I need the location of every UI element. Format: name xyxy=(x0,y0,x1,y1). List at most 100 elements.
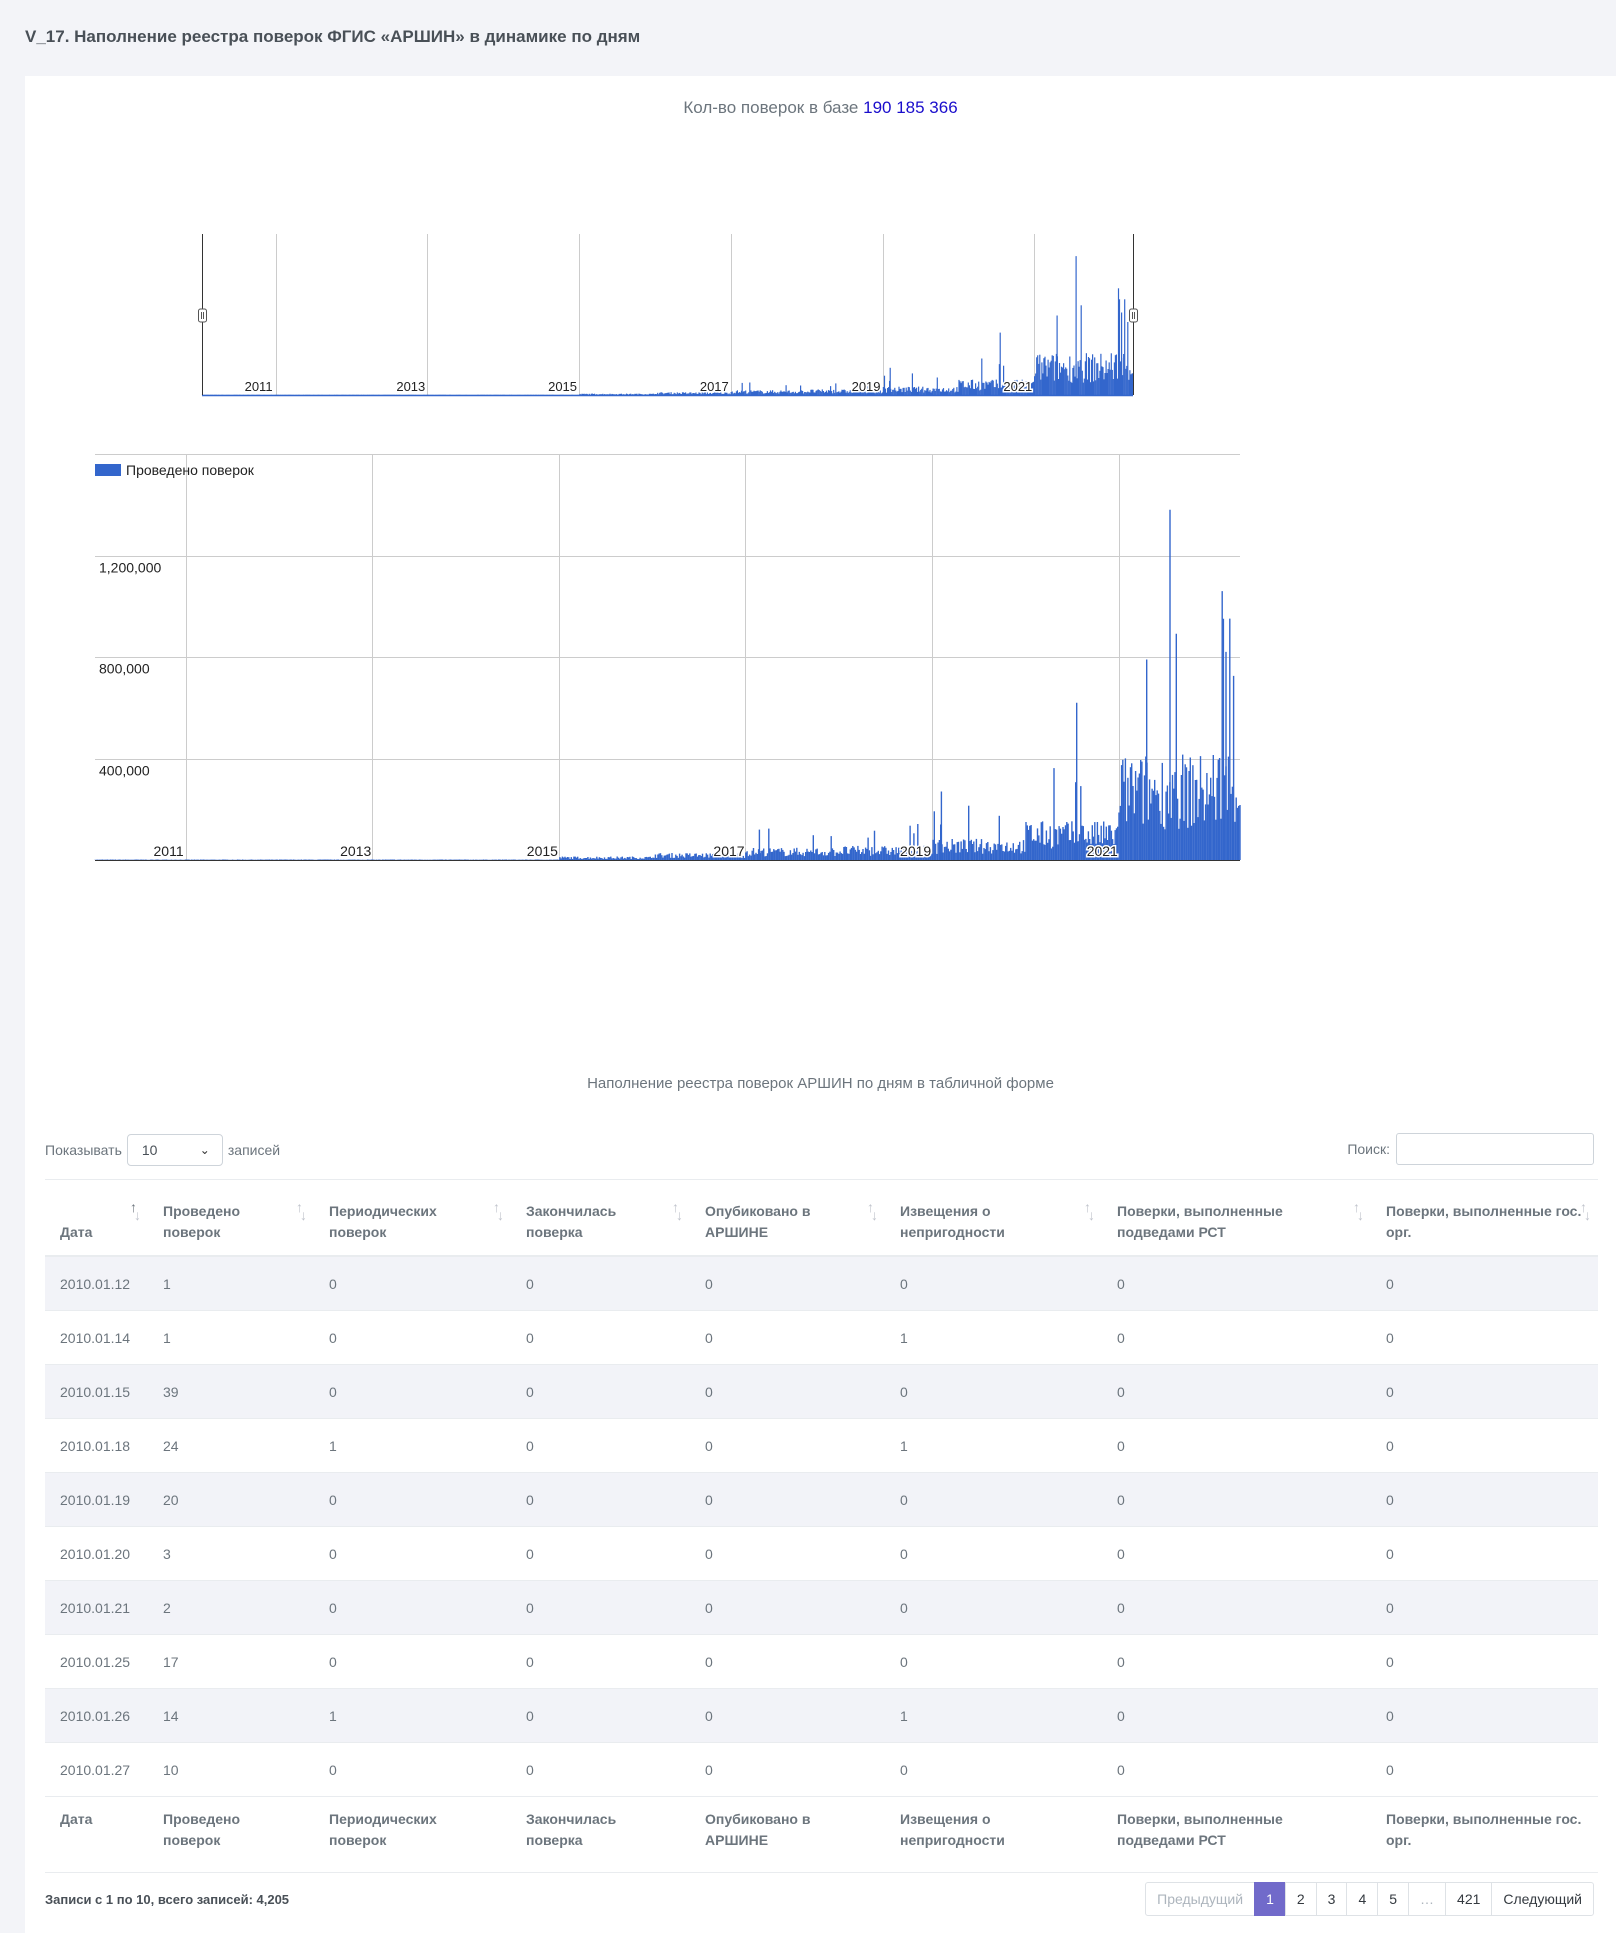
nav-handle-right[interactable] xyxy=(1129,308,1138,323)
search-input[interactable] xyxy=(1396,1133,1594,1165)
column-header-expired[interactable]: Закончилась поверка ↑↓ xyxy=(511,1179,690,1257)
table-cell: 0 xyxy=(511,1688,690,1743)
table-cell: 0 xyxy=(1371,1418,1598,1473)
table-cell: 0 xyxy=(690,1526,885,1581)
table-cell: 0 xyxy=(511,1526,690,1581)
nav-tick-label: 2017 xyxy=(700,379,729,394)
table-cell: 0 xyxy=(690,1364,885,1419)
table-cell: 2010.01.14 xyxy=(45,1310,148,1365)
table-cell: 17 xyxy=(148,1634,314,1689)
page-length-select[interactable]: 10 ⌄ xyxy=(126,1134,223,1166)
pagination-prev[interactable]: Предыдущий xyxy=(1145,1882,1256,1916)
table-cell: 2010.01.19 xyxy=(45,1472,148,1527)
table-cell: 0 xyxy=(511,1310,690,1365)
nav-tick-label: 2015 xyxy=(548,379,577,394)
table-cell: 0 xyxy=(1102,1526,1371,1581)
table-cell: 0 xyxy=(1102,1418,1371,1473)
search-control: Поиск: xyxy=(1347,1133,1594,1165)
table-cell: 0 xyxy=(1102,1310,1371,1365)
table-cell: 0 xyxy=(314,1580,511,1635)
sort-icon: ↑↓ xyxy=(1084,1199,1095,1223)
record-count-value: 190 185 366 xyxy=(863,98,958,117)
table-header-row: Дата ↑↓ Проведено поверок ↑↓ Периодических… xyxy=(45,1179,1598,1257)
table-cell: 0 xyxy=(1102,1472,1371,1527)
data-table: Дата ↑↓ Проведено поверок ↑↓ Периодических… xyxy=(45,1179,1598,1873)
pagination-page-last[interactable]: 421 xyxy=(1445,1882,1493,1916)
legend-label: Проведено поверок xyxy=(126,462,255,478)
column-header-rst[interactable]: Поверки, выполненные подведами РСТ ↑↓ xyxy=(1102,1179,1371,1257)
table-cell: 0 xyxy=(511,1472,690,1527)
sort-icon: ↑↓ xyxy=(1353,1199,1364,1223)
table-cell: 0 xyxy=(1102,1364,1371,1419)
sort-icon: ↑↓ xyxy=(867,1199,878,1223)
nav-tick-label: 2021 xyxy=(1003,379,1032,394)
table-cell: 0 xyxy=(1371,1255,1598,1311)
page-length-prefix: Показывать xyxy=(45,1142,122,1158)
nav-tick-label: 2013 xyxy=(396,379,425,394)
table-row: 2010.01.27 10 0 0 0 0 0 0 xyxy=(45,1742,1598,1797)
table-cell: 0 xyxy=(1371,1472,1598,1527)
sort-icon: ↑↓ xyxy=(130,1199,141,1223)
table-cell: 0 xyxy=(690,1634,885,1689)
main-chart-grid xyxy=(95,454,1240,860)
sort-icon: ↑↓ xyxy=(1580,1199,1591,1223)
legend-swatch xyxy=(95,464,121,476)
y-tick-label: 400,000 xyxy=(99,763,150,779)
sort-icon: ↑↓ xyxy=(672,1199,683,1223)
table-cell: 2010.01.12 xyxy=(45,1255,148,1311)
column-header-verified[interactable]: Проведено поверок ↑↓ xyxy=(148,1179,314,1257)
table-cell: 2010.01.26 xyxy=(45,1688,148,1743)
x-tick-label: 2021 xyxy=(1087,843,1118,859)
column-header-published[interactable]: Опубиковано в АРШИНЕ ↑↓ xyxy=(690,1179,885,1257)
table-cell: 1 xyxy=(314,1418,511,1473)
pagination-page-2[interactable]: 2 xyxy=(1284,1882,1317,1916)
table-cell: 0 xyxy=(1102,1580,1371,1635)
table-cell: 0 xyxy=(1371,1364,1598,1419)
table-cell: 39 xyxy=(148,1364,314,1419)
footer-gov: Поверки, выполненные гос. орг. xyxy=(1371,1796,1598,1873)
table-cell: 2010.01.20 xyxy=(45,1526,148,1581)
pagination-page-1[interactable]: 1 xyxy=(1254,1882,1286,1916)
page-length-control: Показывать 10 ⌄ записей xyxy=(45,1134,280,1166)
pagination: Предыдущий 1 2 3 4 5 … 421 Следующий xyxy=(1145,1882,1594,1916)
column-header-periodic[interactable]: Периодических поверок ↑↓ xyxy=(314,1179,511,1257)
table-row: 2010.01.26 14 1 0 0 1 0 0 xyxy=(45,1688,1598,1743)
pagination-page-4[interactable]: 4 xyxy=(1346,1882,1379,1916)
footer-published: Опубиковано в АРШИНЕ xyxy=(690,1796,885,1873)
table-cell: 2010.01.21 xyxy=(45,1580,148,1635)
pagination-page-5[interactable]: 5 xyxy=(1377,1882,1410,1916)
footer-unfit: Извещения о непригодности xyxy=(885,1796,1102,1873)
pagination-page-3[interactable]: 3 xyxy=(1315,1882,1348,1916)
table-cell: 0 xyxy=(690,1418,885,1473)
table-row: 2010.01.21 2 0 0 0 0 0 0 xyxy=(45,1580,1598,1635)
table-cell: 1 xyxy=(148,1255,314,1311)
table-caption: Наполнение реестра поверок АРШИН по дням… xyxy=(587,1075,1054,1092)
footer-date: Дата xyxy=(45,1796,148,1873)
table-cell: 0 xyxy=(1102,1634,1371,1689)
y-tick-label: 800,000 xyxy=(99,661,150,677)
main-chart-series xyxy=(94,509,1241,860)
page-length-suffix: записей xyxy=(227,1142,281,1158)
table-cell: 0 xyxy=(690,1688,885,1743)
table-cell: 1 xyxy=(885,1418,1102,1473)
table-cell: 0 xyxy=(885,1526,1102,1581)
nav-tick-label: 2019 xyxy=(852,379,881,394)
range-navigator[interactable]: 2011 2013 2015 2017 2019 2021 xyxy=(25,186,1616,406)
column-header-date[interactable]: Дата ↑↓ xyxy=(45,1179,148,1257)
column-header-gov[interactable]: Поверки, выполненные гос. орг. ↑↓ xyxy=(1371,1179,1598,1257)
column-header-unfit[interactable]: Извещения о непригодности ↑↓ xyxy=(885,1179,1102,1257)
footer-periodic: Периодических поверок xyxy=(314,1796,511,1873)
table-cell: 0 xyxy=(1371,1742,1598,1797)
table-row: 2010.01.18 24 1 0 0 1 0 0 xyxy=(45,1418,1598,1473)
table-cell: 0 xyxy=(511,1634,690,1689)
search-label: Поиск: xyxy=(1347,1141,1390,1157)
pagination-ellipsis: … xyxy=(1408,1882,1447,1916)
table-cell: 14 xyxy=(148,1688,314,1743)
report-card: Кол-во поверок в базе 190 185 366 2011 20… xyxy=(25,76,1616,1933)
pagination-next[interactable]: Следующий xyxy=(1491,1882,1594,1916)
table-cell: 0 xyxy=(1102,1688,1371,1743)
table-row: 2010.01.15 39 0 0 0 0 0 0 xyxy=(45,1364,1598,1419)
table-cell: 2010.01.15 xyxy=(45,1364,148,1419)
nav-handle-left[interactable] xyxy=(198,308,207,323)
x-tick-label: 2011 xyxy=(154,843,184,859)
